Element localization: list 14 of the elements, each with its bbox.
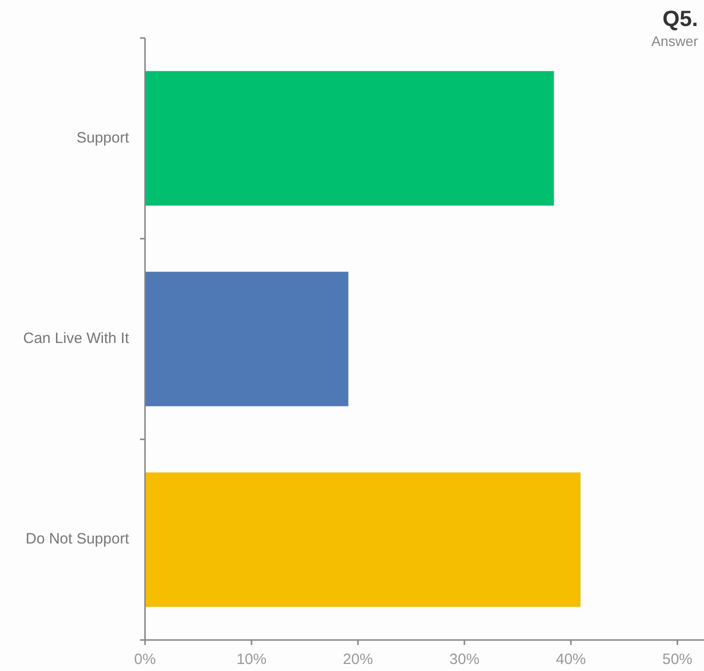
- bar: [145, 472, 580, 607]
- y-tick-label: Do Not Support: [26, 530, 130, 548]
- y-tick-label: Support: [76, 129, 130, 146]
- bar: [145, 272, 348, 406]
- x-tick-label: 30%: [449, 651, 480, 668]
- y-tick-label: Can Live With It: [23, 330, 130, 347]
- x-tick-label: 50%: [662, 651, 692, 668]
- x-tick-label: 40%: [556, 651, 586, 668]
- chart-title: Q5.: [662, 6, 698, 31]
- bar: [145, 71, 554, 206]
- x-tick-label: 10%: [236, 651, 266, 668]
- x-tick-label: 20%: [342, 651, 373, 668]
- text: Answer: [651, 33, 698, 49]
- x-tick-label: 0%: [134, 651, 156, 668]
